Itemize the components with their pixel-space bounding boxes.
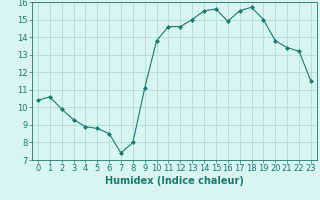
X-axis label: Humidex (Indice chaleur): Humidex (Indice chaleur) bbox=[105, 176, 244, 186]
